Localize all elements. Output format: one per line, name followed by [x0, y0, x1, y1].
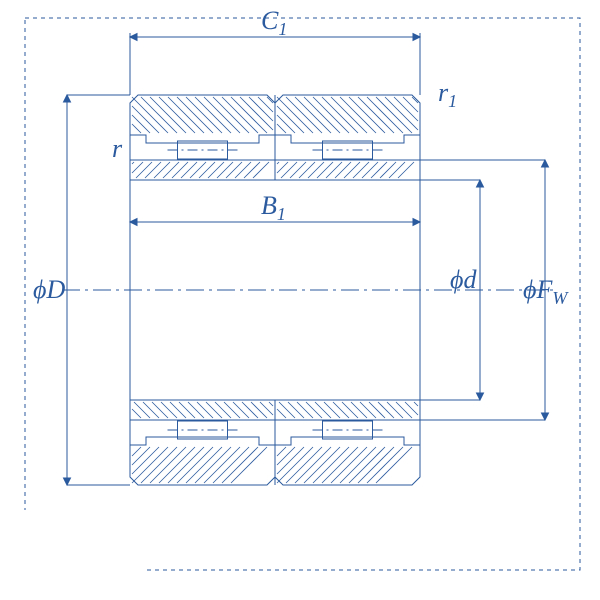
svg-text:r: r [112, 134, 123, 163]
svg-text:ϕD: ϕD [33, 275, 65, 304]
svg-text:C1: C1 [261, 6, 287, 39]
svg-text:B1: B1 [261, 191, 286, 224]
svg-text:ϕFW: ϕFW [523, 275, 569, 308]
svg-text:ϕd: ϕd [450, 265, 477, 294]
svg-text:r1: r1 [438, 78, 457, 111]
